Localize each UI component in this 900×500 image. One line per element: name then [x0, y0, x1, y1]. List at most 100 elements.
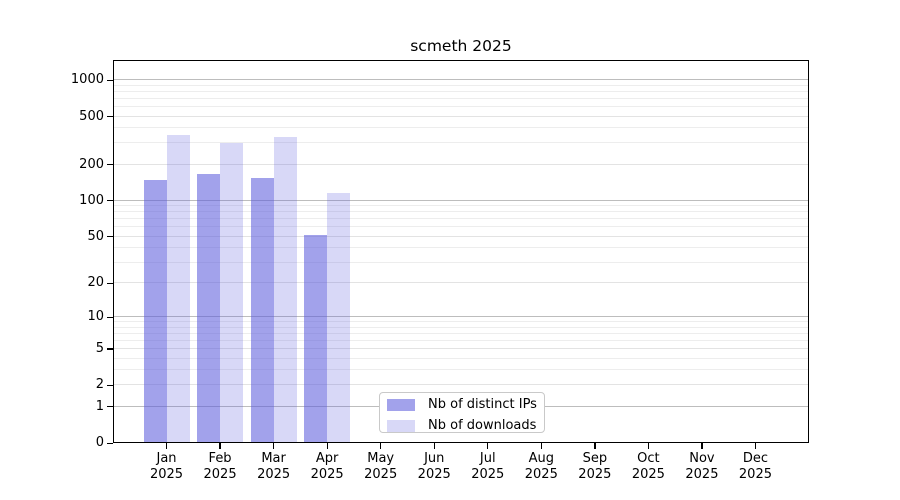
x-tick-mark-jan	[165, 443, 168, 449]
gridline-minor-6	[113, 339, 809, 341]
gridline-minor-3	[113, 369, 809, 371]
gridline-20	[113, 282, 809, 284]
y-tick-label-50: 50	[87, 228, 104, 244]
x-tick-month: Oct	[637, 451, 660, 466]
x-tick-mark-sep	[594, 443, 596, 449]
gridline-minor-80	[113, 211, 809, 213]
y-tick-mark-500	[107, 116, 113, 118]
x-tick-mark-nov	[701, 443, 703, 449]
legend-rows: Nb of distinct IPs Nb of downloads	[380, 396, 544, 434]
x-tick-label-jun: Jun 2025	[406, 451, 462, 482]
x-tick-month: Nov	[689, 451, 715, 466]
x-tick-month: Jun	[424, 451, 445, 466]
legend-item-distinct-ips: Nb of distinct IPs	[380, 396, 544, 413]
y-tick-mark-10	[107, 316, 113, 318]
x-tick-month: Jan	[156, 451, 177, 466]
x-tick-label-jul: Jul 2025	[460, 451, 516, 482]
x-tick-year: 2025	[685, 466, 719, 482]
gridline-minor-900	[113, 84, 809, 86]
y-tick-mark-50	[107, 236, 113, 238]
x-tick-month: Dec	[742, 451, 769, 466]
legend-swatch-downloads	[387, 419, 415, 432]
x-tick-month: Feb	[208, 451, 232, 466]
x-tick-month: Mar	[261, 451, 286, 466]
x-tick-mark-aug	[540, 443, 542, 449]
legend: Nb of distinct IPs Nb of downloads	[379, 392, 545, 433]
bar-distinct-ips-feb	[197, 173, 221, 443]
gridline-minor-90	[113, 205, 809, 207]
gridline-2	[113, 384, 809, 386]
x-tick-label-mar: Mar 2025	[246, 451, 302, 482]
x-tick-year: 2025	[203, 466, 237, 482]
x-tick-month: Sep	[582, 451, 608, 466]
x-tick-label-feb: Feb 2025	[192, 451, 248, 482]
gridline-200	[113, 163, 809, 165]
x-tick-label-may: May 2025	[353, 451, 409, 482]
x-tick-month: Jul	[479, 451, 496, 466]
gridline-100	[113, 199, 809, 201]
y-tick-mark-20	[107, 282, 113, 284]
gridline-minor-800	[113, 90, 809, 92]
legend-label-downloads: Nb of downloads	[428, 418, 537, 433]
plot-area	[113, 60, 809, 443]
gridline-minor-7	[113, 332, 809, 334]
y-tick-label-2: 2	[95, 377, 104, 393]
gridline-minor-600	[113, 106, 809, 108]
y-tick-label-0: 0	[95, 435, 104, 450]
bar-downloads-mar	[273, 136, 297, 443]
x-tick-label-oct: Oct 2025	[620, 451, 676, 482]
legend-label-distinct-ips: Nb of distinct IPs	[428, 397, 537, 412]
legend-item-downloads: Nb of downloads	[380, 417, 544, 434]
x-tick-year: 2025	[149, 466, 184, 482]
x-tick-year: 2025	[578, 466, 612, 482]
x-tick-label-jan: Jan 2025	[139, 451, 195, 482]
x-tick-year: 2025	[364, 466, 398, 482]
y-tick-mark-1000	[107, 79, 113, 82]
y-tick-label-500: 500	[79, 108, 104, 124]
bar-distinct-ips-jan	[143, 180, 167, 443]
y-tick-label-100: 100	[79, 192, 104, 208]
gridline-minor-4	[113, 357, 809, 359]
y-tick-label-1: 1	[95, 398, 104, 414]
gridline-1000	[113, 79, 809, 81]
x-tick-mark-may	[380, 443, 382, 449]
x-tick-month: Apr	[315, 451, 339, 466]
x-tick-mark-feb	[219, 443, 221, 449]
gridline-minor-70	[113, 218, 809, 220]
y-tick-mark-2	[107, 384, 113, 387]
gridline-5	[113, 347, 809, 349]
y-tick-mark-1	[107, 406, 113, 408]
y-tick-mark-5	[107, 348, 113, 350]
x-tick-label-dec: Dec 2025	[727, 451, 783, 482]
x-tick-label-aug: Aug 2025	[513, 451, 569, 482]
x-tick-mark-jun	[433, 443, 435, 449]
y-tick-label-10: 10	[87, 309, 104, 325]
gridline-minor-40	[113, 247, 809, 249]
bar-distinct-ips-mar	[250, 177, 274, 443]
y-tick-mark-100	[107, 200, 113, 202]
x-tick-year: 2025	[257, 466, 291, 482]
x-tick-year: 2025	[524, 466, 558, 482]
x-tick-label-nov: Nov 2025	[674, 451, 730, 482]
gridline-minor-9	[113, 321, 809, 323]
x-tick-mark-mar	[273, 443, 275, 449]
x-tick-month: Aug	[528, 451, 554, 466]
y-tick-label-200: 200	[79, 156, 104, 172]
x-tick-year: 2025	[738, 466, 772, 482]
bar-downloads-jan	[166, 135, 190, 443]
y-tick-label-5: 5	[95, 340, 104, 356]
x-tick-label-sep: Sep 2025	[567, 451, 623, 482]
x-tick-year: 2025	[471, 466, 505, 482]
legend-swatch-distinct-ips	[387, 398, 415, 411]
gridline-500	[113, 115, 809, 117]
bar-downloads-apr	[327, 193, 351, 443]
chart-title: scmeth 2025	[410, 37, 512, 55]
gridline-minor-300	[113, 142, 809, 144]
gridline-minor-60	[113, 226, 809, 228]
y-tick-label-20: 20	[87, 275, 104, 291]
x-tick-month: May	[367, 451, 395, 466]
x-tick-year: 2025	[310, 466, 344, 482]
x-tick-year: 2025	[631, 466, 665, 482]
x-tick-mark-jul	[487, 443, 489, 449]
